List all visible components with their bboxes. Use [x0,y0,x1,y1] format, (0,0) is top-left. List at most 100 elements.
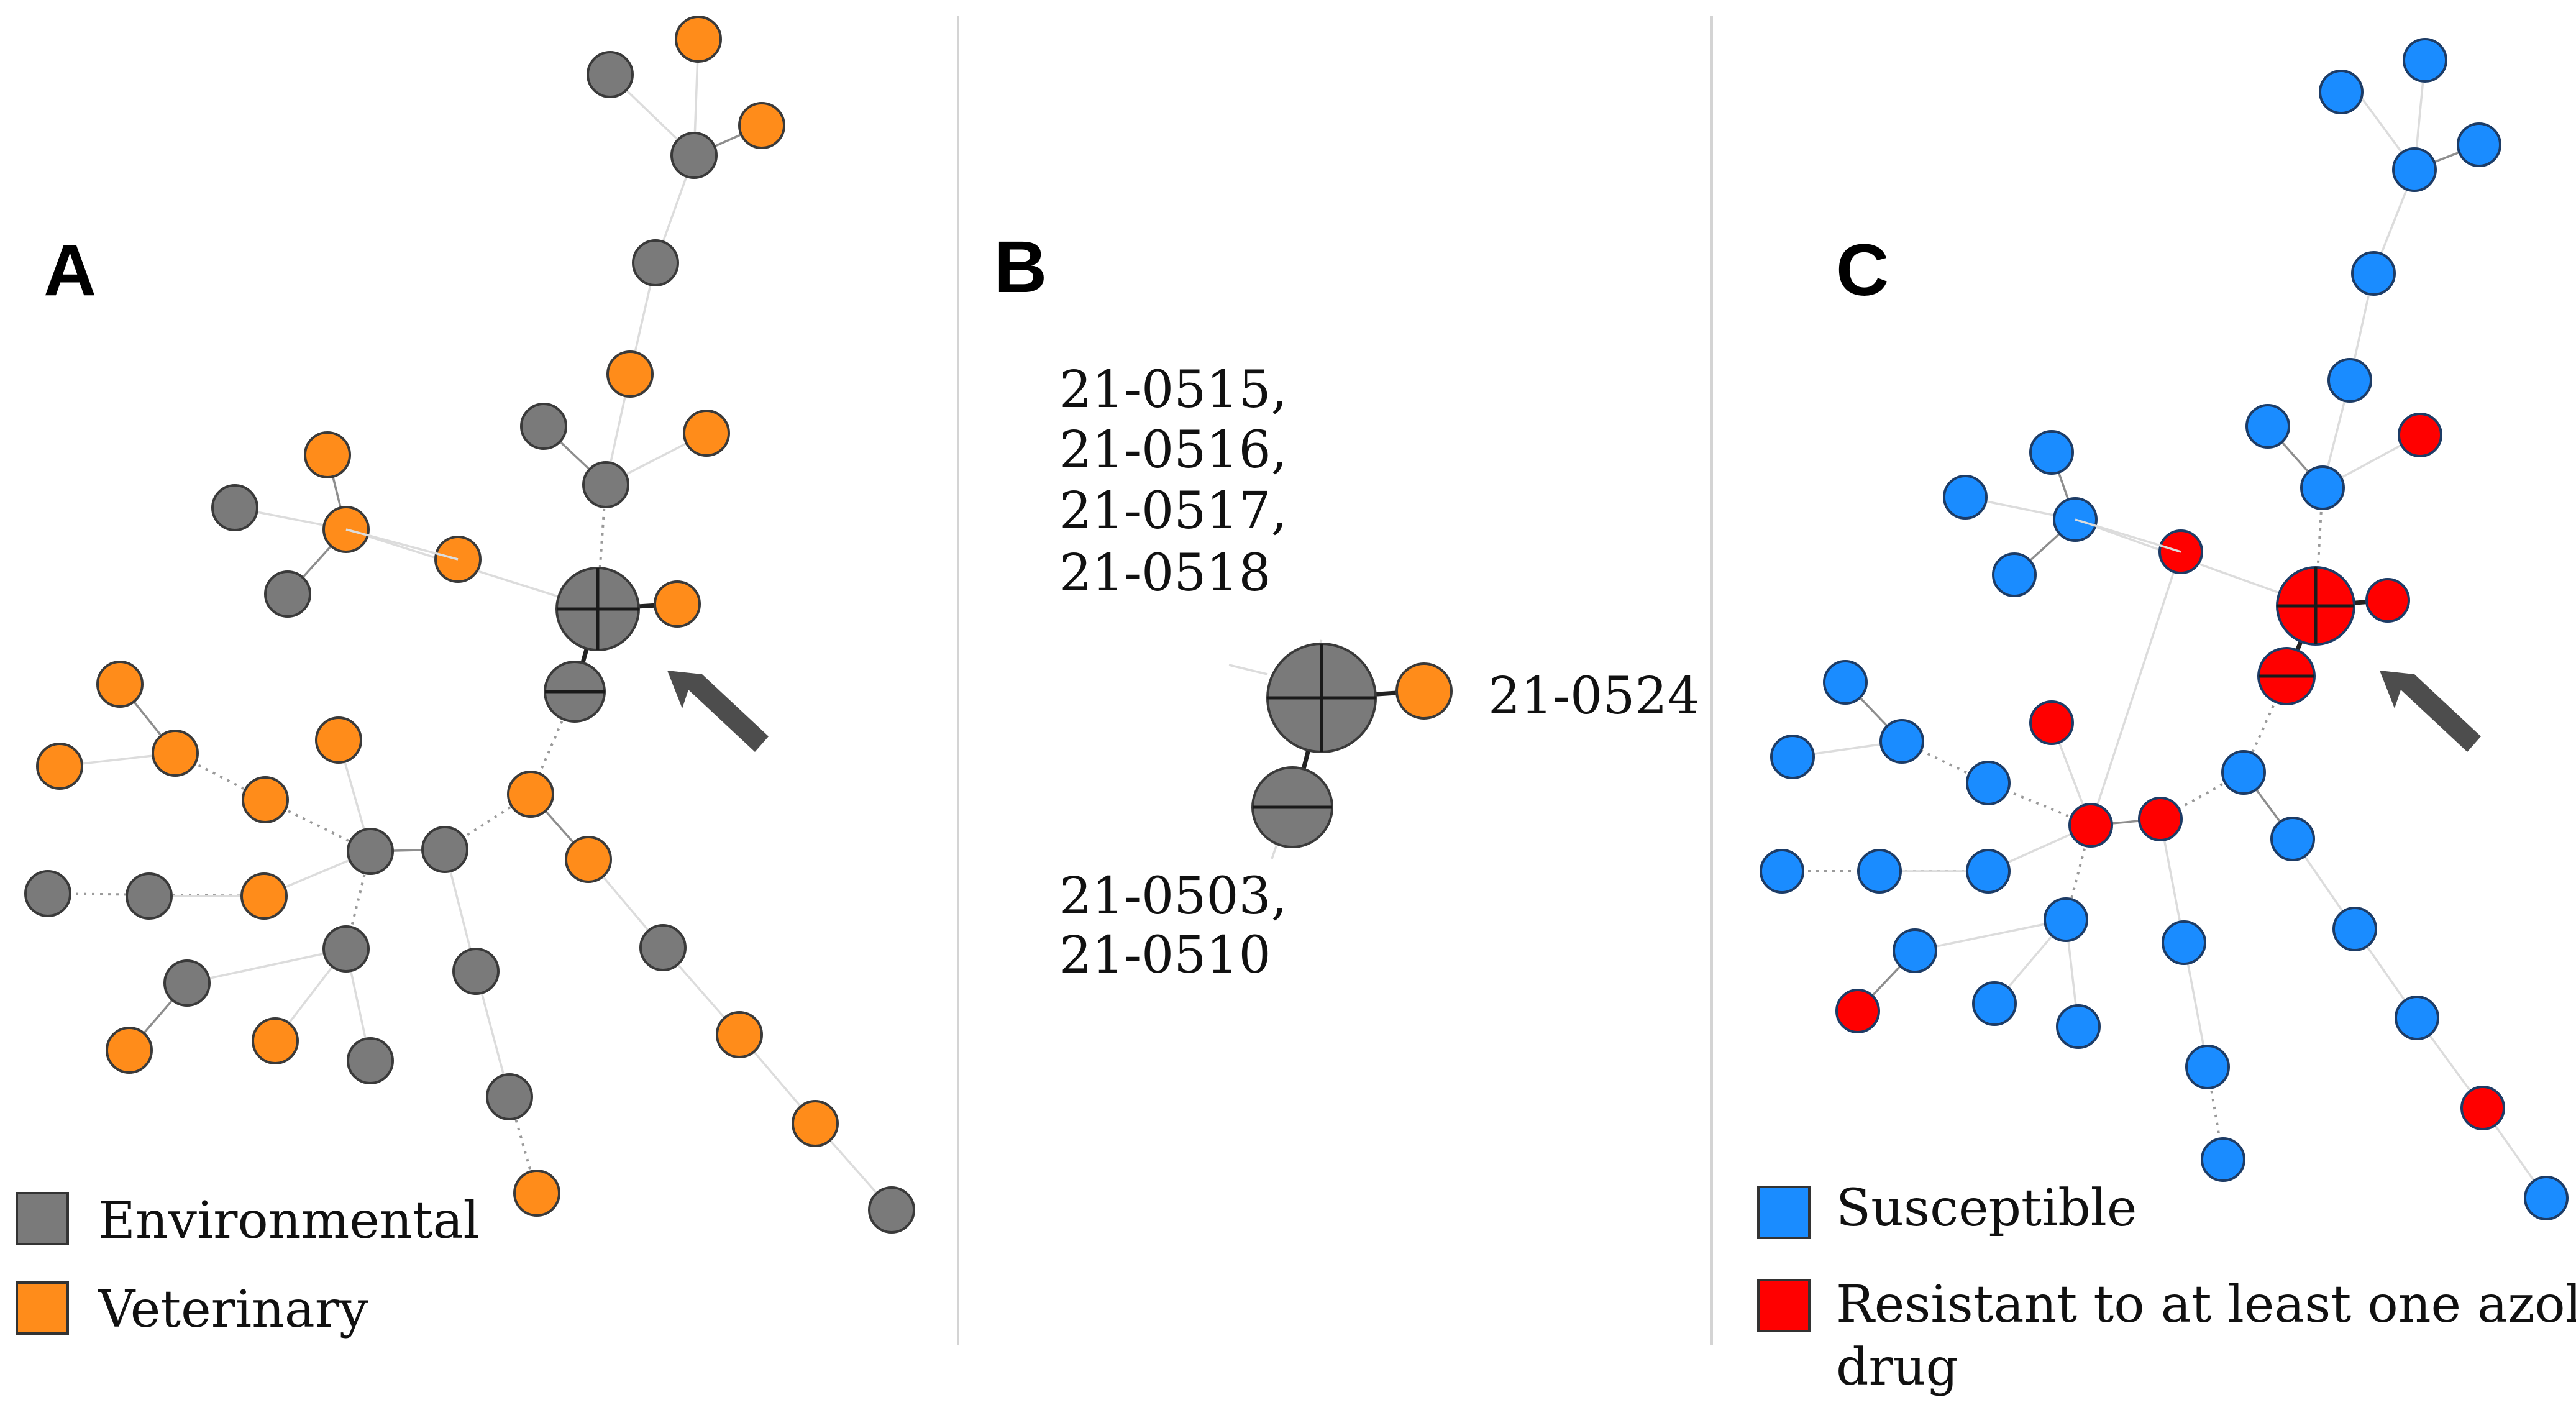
node-resistant [2068,803,2113,848]
legend-c: Susceptible Resistant to at least one az… [1757,1179,2576,1397]
node-susceptible [1966,849,2011,894]
node-veterinary [683,410,730,457]
node-veterinary [315,716,362,764]
node-susceptible [1992,552,2037,597]
legend-swatch-environmental [16,1192,69,1245]
node-veterinary [716,1011,763,1058]
node-veterinary [606,350,654,398]
node-susceptible [1823,660,1868,705]
node-susceptible [2056,1004,2101,1049]
node-susceptible [1857,849,1902,894]
node-environmental [587,51,634,98]
legend-swatch-susceptible [1757,1186,1811,1239]
node-environmental [322,925,370,973]
node-resistant [2029,700,2074,745]
node-environmental [24,870,71,917]
node-environmental [211,484,258,531]
panel-a-nodes [24,16,915,1234]
panel-c-tree [1760,38,2569,1220]
node-environmental [868,1186,915,1234]
node-environmental [452,948,500,995]
node-veterinary [106,1027,153,1074]
node-environmental [347,828,394,875]
node-environmental [520,403,567,450]
node-susceptible [2162,920,2206,965]
legend-label-veterinary: Veterinary [98,1280,368,1339]
node-resistant [2398,413,2442,457]
node-susceptible [2201,1137,2245,1182]
node-susceptible [2392,147,2437,192]
node-susceptible [2327,358,2372,403]
node-veterinary [96,661,144,708]
panel-a-edges [47,39,893,1211]
node-veterinary [152,730,199,777]
legend-label-resistant-line1: Resistant to at least one azole [1836,1275,2576,1334]
legend-label-resistant-line2: drug [1836,1338,1958,1397]
node-susceptible [1760,849,1804,894]
label-21-0503: 21-0503, [1059,867,1287,926]
node-veterinary [654,580,701,628]
node-susceptible [2319,70,2364,114]
node-susceptible [2403,38,2447,83]
node-susceptible [1770,735,1815,779]
node-susceptible [1943,475,1988,520]
node-susceptible [2044,897,2088,942]
node-environmental [670,132,718,179]
label-21-0518: 21-0518 [1059,544,1271,603]
node-resistant [2138,797,2183,841]
node-susceptible [2221,750,2266,795]
node-susceptible [1893,928,1937,973]
panel-a-tree [24,16,915,1234]
node-resistant [2365,578,2410,623]
node-veterinary [304,431,351,478]
arrow-icon-a [667,671,769,752]
node-veterinary [738,102,785,149]
node-environmental [347,1037,394,1084]
node-b-veterinary-21-0524 [1395,662,1453,720]
panel-letter-b: B [994,226,1047,308]
panel-letter-a: A [43,229,96,311]
node-susceptible [2245,404,2290,449]
node-susceptible [2185,1045,2230,1089]
node-environmental [264,570,311,618]
node-veterinary [792,1100,839,1147]
node-susceptible [2457,122,2501,167]
node-veterinary [242,776,289,823]
node-resistant [1835,989,1880,1033]
legend-swatch-veterinary [16,1281,69,1335]
node-veterinary [252,1017,299,1064]
node-susceptible [1879,719,1924,764]
arrow-icon-c [2380,671,2481,752]
node-environmental [486,1073,533,1120]
node-veterinary [675,16,722,63]
legend-swatch-resistant [1757,1279,1811,1332]
label-21-0516: 21-0516, [1059,421,1287,480]
node-veterinary [240,872,288,920]
node-susceptible [1966,761,2011,805]
node-susceptible [2029,430,2074,475]
node-environmental [126,872,173,920]
legend-label-susceptible: Susceptible [1836,1179,2137,1238]
panel-letter-c: C [1836,229,1889,311]
node-susceptible [2351,251,2396,296]
node-veterinary [513,1170,560,1217]
node-susceptible [2332,907,2377,951]
node-susceptible [1972,981,2017,1026]
node-susceptible [2395,996,2439,1040]
label-21-0517: 21-0517, [1059,482,1287,541]
legend-a: Environmental Veterinary [16,1191,480,1339]
node-susceptible [2524,1176,2569,1220]
node-environmental [632,239,679,286]
node-veterinary [507,771,554,818]
node-environmental [421,826,468,873]
panel-c-nodes [1760,38,2569,1220]
legend-label-environmental: Environmental [98,1191,480,1250]
label-21-0510: 21-0510 [1059,926,1271,985]
node-veterinary [36,743,83,790]
node-susceptible [2300,465,2345,510]
panel-b-tree [1228,639,1453,859]
node-susceptible [2270,817,2315,861]
label-21-0524: 21-0524 [1488,667,1700,726]
node-environmental [639,924,687,971]
